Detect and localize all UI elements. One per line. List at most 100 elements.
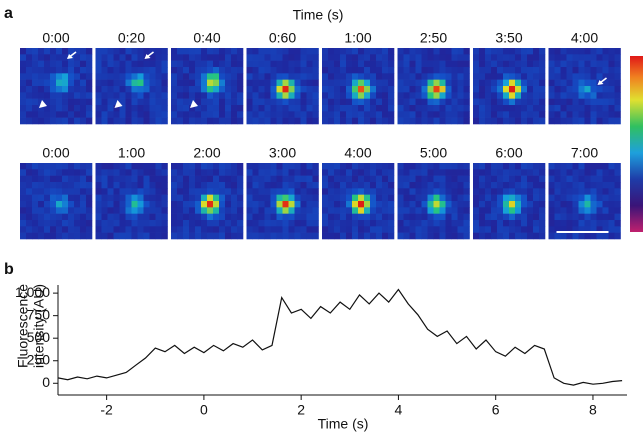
pixel xyxy=(614,117,621,125)
pixel xyxy=(451,220,458,227)
pixel xyxy=(219,111,226,118)
pixel xyxy=(340,48,347,55)
pixel xyxy=(80,220,87,227)
pixel xyxy=(119,175,126,183)
pixel xyxy=(560,213,567,221)
time-label: 1:00 xyxy=(118,145,145,161)
pixel xyxy=(207,111,214,118)
pixel xyxy=(107,226,114,233)
pixel xyxy=(473,188,480,195)
pixel xyxy=(479,163,486,170)
pixel xyxy=(189,92,196,99)
pixel xyxy=(415,48,422,55)
pixel xyxy=(231,73,238,80)
pixel xyxy=(276,188,283,195)
pixel xyxy=(276,92,283,99)
pixel xyxy=(463,86,470,93)
pixel xyxy=(439,117,446,125)
pixel xyxy=(80,54,87,61)
pixel xyxy=(219,163,226,170)
pixel xyxy=(572,213,579,221)
pixel xyxy=(258,79,265,87)
pixel xyxy=(26,98,33,106)
pixel xyxy=(113,54,120,61)
pixel xyxy=(74,117,81,125)
pixel xyxy=(38,79,45,87)
pixel xyxy=(578,226,585,233)
pixel xyxy=(370,54,377,61)
pixel xyxy=(95,111,102,118)
pixel xyxy=(294,79,301,87)
pixel xyxy=(62,220,69,227)
pixel xyxy=(101,105,108,112)
pixel xyxy=(237,188,244,195)
pixel xyxy=(554,194,561,202)
pixel xyxy=(439,111,446,118)
pixel xyxy=(479,232,486,240)
pixel xyxy=(119,201,126,208)
pixel xyxy=(445,163,452,170)
pixel xyxy=(231,92,238,99)
pixel xyxy=(554,105,561,112)
pixel xyxy=(590,194,597,202)
pixel xyxy=(74,86,81,93)
pixel xyxy=(521,213,528,221)
pixel xyxy=(101,201,108,208)
pixel xyxy=(340,98,347,106)
pixel xyxy=(32,79,39,87)
pixel xyxy=(421,54,428,61)
pixel xyxy=(258,98,265,106)
pixel xyxy=(80,98,87,106)
pixel xyxy=(270,232,277,240)
pixel xyxy=(451,48,458,55)
pixel xyxy=(515,60,522,68)
pixel xyxy=(237,182,244,189)
pixel xyxy=(602,79,609,87)
pixel xyxy=(533,169,540,176)
pixel xyxy=(246,60,253,68)
pixel xyxy=(137,60,144,68)
y-axis-label: intensity (AU) xyxy=(31,284,47,368)
pixel xyxy=(503,169,510,176)
pixel xyxy=(137,105,144,112)
pixel xyxy=(306,48,313,55)
pixel xyxy=(131,182,138,189)
pixel xyxy=(421,60,428,68)
pixel xyxy=(183,163,190,170)
pixel xyxy=(608,117,615,125)
pixel xyxy=(270,86,277,93)
pixel xyxy=(86,67,93,74)
pixel xyxy=(527,60,534,68)
pixel xyxy=(457,67,464,74)
pixel xyxy=(119,182,126,189)
pixel xyxy=(252,182,259,189)
pixel xyxy=(539,213,546,221)
pixel xyxy=(270,213,277,221)
pixel xyxy=(539,226,546,233)
pixel xyxy=(503,105,510,112)
pixel xyxy=(485,105,492,112)
pixel xyxy=(346,220,353,227)
pixel xyxy=(183,188,190,195)
pixel xyxy=(288,67,295,74)
pixel xyxy=(119,73,126,80)
pixel xyxy=(497,79,504,87)
pixel xyxy=(445,207,452,214)
pixel xyxy=(445,117,452,125)
pixel xyxy=(252,169,259,176)
pixel xyxy=(445,182,452,189)
pixel xyxy=(207,67,214,74)
pixel xyxy=(183,175,190,183)
pixel xyxy=(95,117,102,125)
pixel xyxy=(231,182,238,189)
pixel xyxy=(409,92,416,99)
pixel xyxy=(340,163,347,170)
pixel xyxy=(451,92,458,99)
pixel xyxy=(352,226,359,233)
pixel xyxy=(26,220,33,227)
pixel xyxy=(533,105,540,112)
pixel xyxy=(346,54,353,61)
pixel xyxy=(113,163,120,170)
pixel xyxy=(219,207,226,214)
pixel xyxy=(596,105,603,112)
